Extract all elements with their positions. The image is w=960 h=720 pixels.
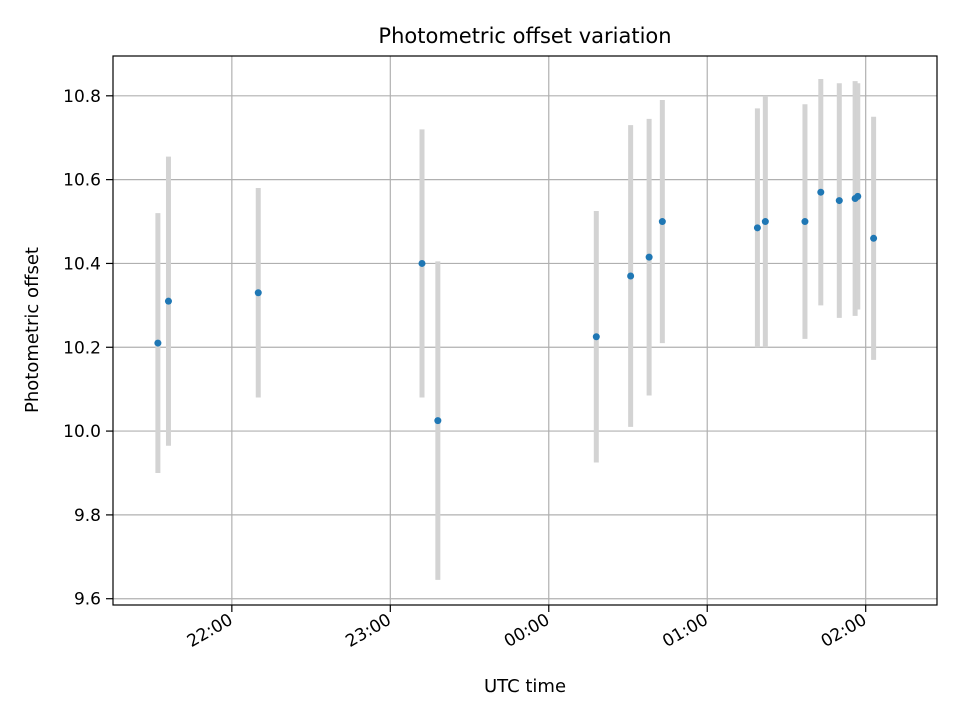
y-tick-label: 10.6 (63, 171, 101, 191)
y-axis: 9.6 9.8 10.0 10.2 10.4 10.6 10.8 (63, 87, 113, 610)
data-point (418, 259, 426, 267)
y-tick-label: 10.0 (63, 422, 101, 442)
data-point (592, 333, 600, 341)
data-point (627, 272, 635, 280)
data-point (434, 417, 442, 425)
data-point (801, 218, 809, 226)
x-axis-label: UTC time (484, 676, 566, 697)
data-point (164, 297, 172, 305)
chart-title: Photometric offset variation (378, 24, 671, 48)
data-point (870, 234, 878, 242)
grid-layer (113, 56, 937, 605)
data-point (645, 253, 653, 261)
y-tick-label: 9.6 (74, 590, 101, 610)
data-point (835, 197, 843, 205)
data-point (254, 289, 262, 297)
point-layer (154, 188, 878, 425)
data-point (658, 218, 666, 226)
y-tick-label: 10.8 (63, 87, 101, 107)
data-point (154, 339, 162, 347)
data-point (854, 192, 862, 200)
plot-frame (112, 55, 938, 606)
data-point (817, 188, 825, 196)
data-point (761, 218, 769, 226)
data-point (753, 224, 761, 232)
y-tick-label: 10.2 (63, 338, 101, 358)
y-axis-label: Photometric offset (22, 247, 43, 413)
y-tick-label: 10.4 (63, 254, 101, 274)
y-tick-label: 9.8 (74, 506, 101, 526)
